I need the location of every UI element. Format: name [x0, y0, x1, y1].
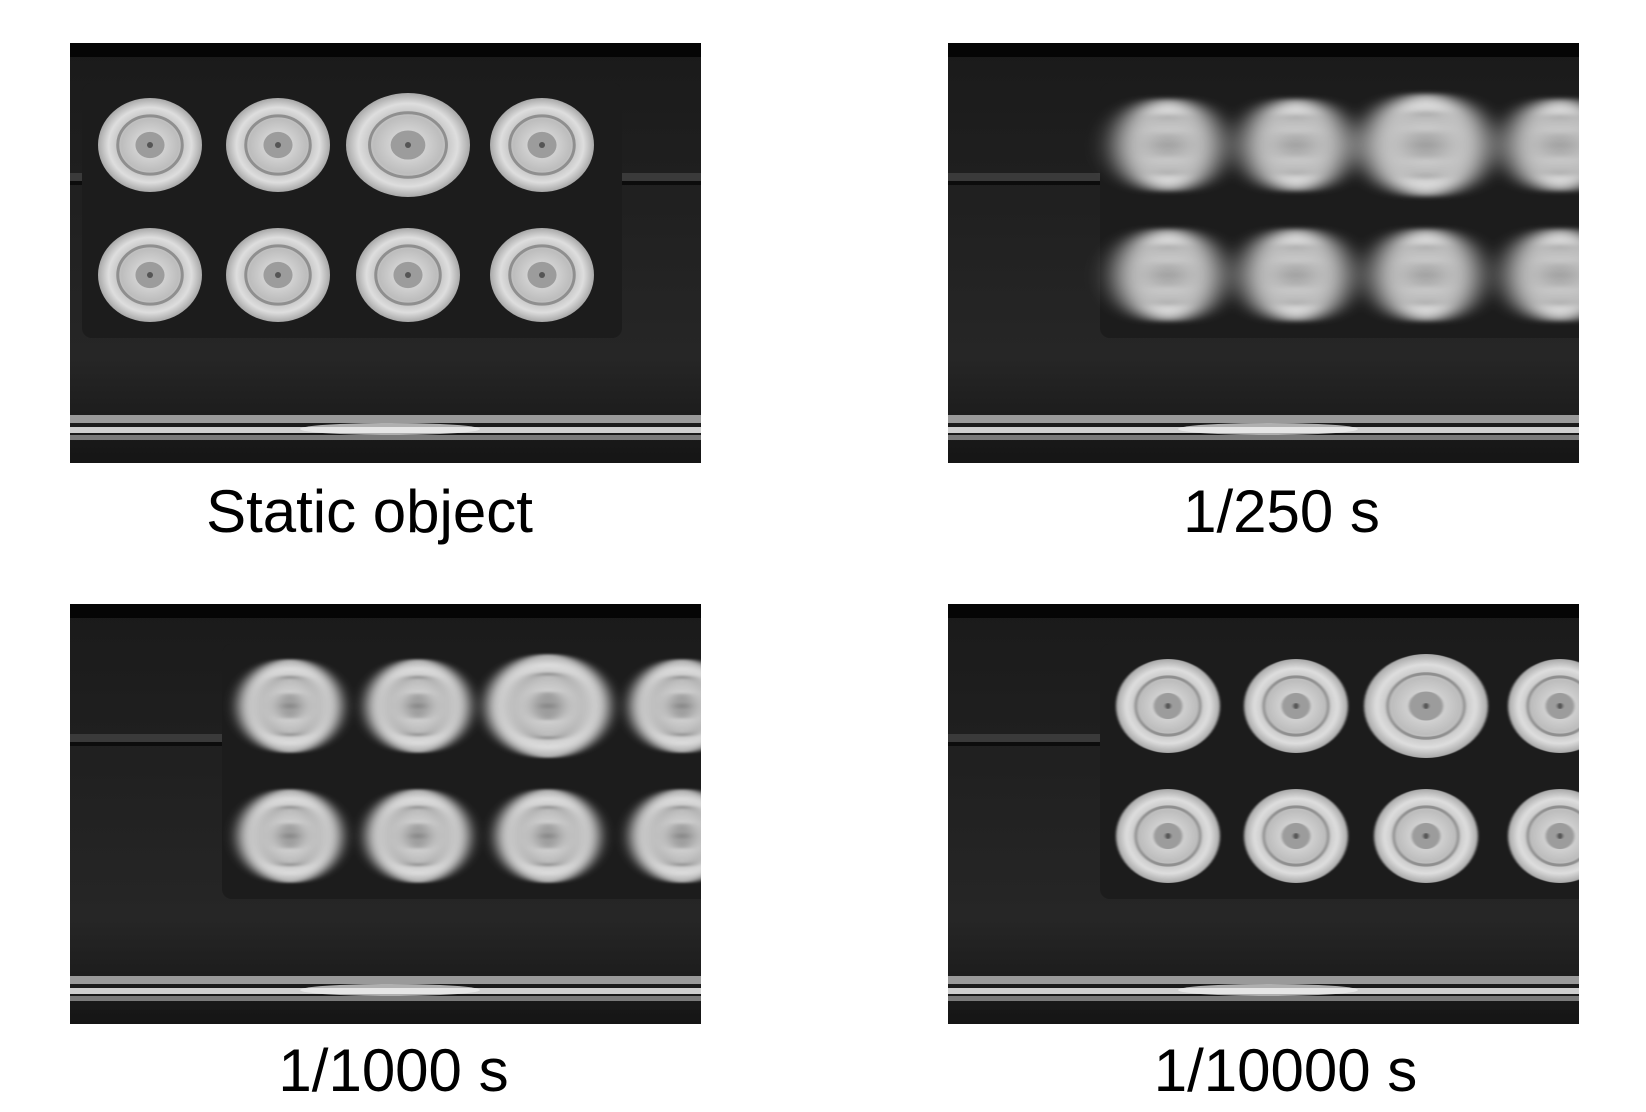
caption-static-object: Static object	[206, 478, 533, 545]
caption-1-10000s: 1/10000 s	[1153, 1037, 1418, 1104]
photo-static-object-image	[70, 43, 701, 463]
photo-1-1000s-image	[70, 604, 701, 1024]
photo-1-250s-image	[948, 43, 1579, 463]
photo-1-1000s	[70, 604, 701, 1024]
photo-1-250s	[948, 43, 1579, 463]
photo-1-10000s	[948, 604, 1579, 1024]
photo-static-object	[70, 43, 701, 463]
caption-1-250s: 1/250 s	[1183, 478, 1380, 545]
caption-1-1000s: 1/1000 s	[278, 1037, 509, 1104]
photo-1-10000s-image	[948, 604, 1579, 1024]
